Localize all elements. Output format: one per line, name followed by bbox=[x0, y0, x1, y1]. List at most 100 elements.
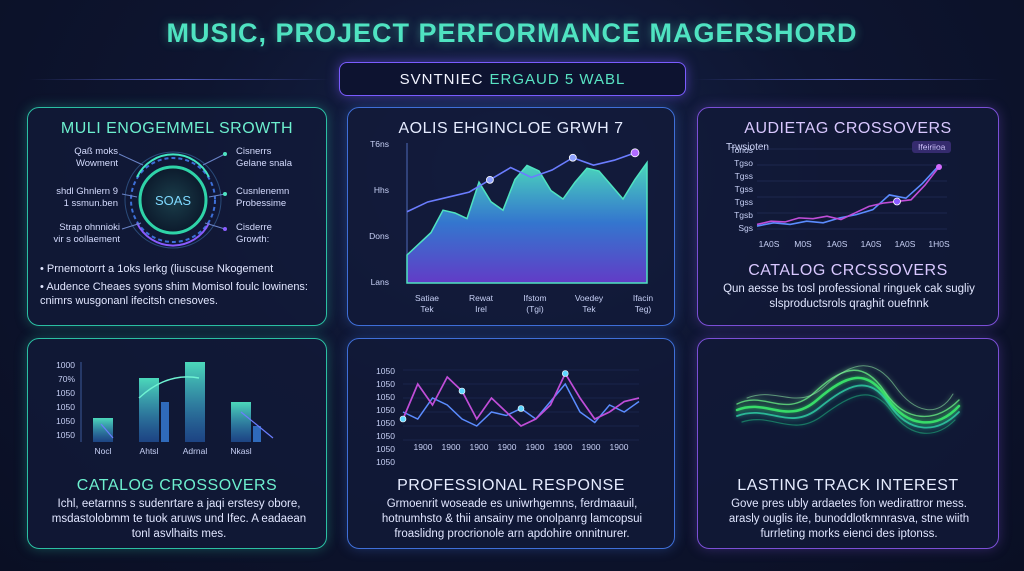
x-tick-label: M0S bbox=[794, 239, 812, 249]
x-tick-label: 1A0S bbox=[827, 239, 848, 249]
crossovers-chart: Tonos Tgso Tgss Tgss Tgss Tgsb Sgs 1A0S M0S 1A0S 1… bbox=[730, 145, 950, 249]
bullet-text: Prnemotorrt a 1oks lerkg (liuscuse Nkoge… bbox=[46, 263, 274, 275]
x-tick-label: Satiae bbox=[415, 293, 439, 303]
y-tick-label: Tgss bbox=[735, 171, 753, 181]
hub-core-ring bbox=[138, 165, 208, 235]
subtitle-text-b: ERGAUD 5 WABL bbox=[489, 70, 626, 88]
y-tick-label: 1050 bbox=[376, 418, 395, 428]
connector-line bbox=[208, 193, 226, 198]
bar bbox=[139, 378, 159, 442]
panel-title: PROFESSIONAL RESPONSE bbox=[397, 477, 625, 494]
bullet-item: • Prnemotorrt a 1oks lerkg (liuscuse Nko… bbox=[40, 263, 274, 275]
x-tick-label: Teg) bbox=[635, 304, 652, 314]
left-label-3: Strap ohnnioki vir s oollaement bbox=[53, 222, 120, 245]
x-tick-label: Irel bbox=[475, 304, 487, 314]
y-tick-label: Tonos bbox=[730, 145, 753, 155]
data-point bbox=[486, 175, 494, 184]
panel-body: Qun aesse bs tosl professional ringuek c… bbox=[723, 283, 975, 310]
x-tick-label: Nkasl bbox=[230, 446, 251, 456]
panel-professional-response: PROFESSIONAL RESPONSE Grmoenrit woseade … bbox=[347, 338, 675, 549]
y-tick-label: Tgss bbox=[735, 184, 753, 194]
header-divider-right bbox=[694, 79, 999, 80]
y-tick-label: Dons bbox=[369, 231, 389, 241]
y-tick-label: 1050 bbox=[56, 388, 75, 398]
y-tick-label: 1050 bbox=[56, 416, 75, 426]
x-tick-label: 1900 bbox=[610, 442, 629, 452]
wave-visual bbox=[735, 365, 961, 434]
right-label-2: Cusnlenemn Probessime bbox=[236, 186, 290, 209]
hub-arc-top bbox=[136, 153, 210, 178]
data-point bbox=[568, 153, 577, 162]
x-tick-label: 1H0S bbox=[928, 239, 950, 249]
wave-line bbox=[741, 394, 956, 434]
subtitle-pill: SVNTNIEC ERGAUD 5 WABL bbox=[339, 62, 686, 96]
catalog-bar-chart: 1000 70% 1050 1050 1050 1050 Nocl Ahtsl Adrnal Nk… bbox=[56, 360, 274, 456]
bar-secondary bbox=[253, 426, 261, 442]
panel-title: CATALOG CROSSOVERS bbox=[76, 477, 278, 494]
data-point bbox=[561, 370, 569, 377]
hub-arc-bottom bbox=[136, 222, 210, 247]
series-area bbox=[406, 160, 648, 284]
panel-body: Ichl, eetarnns s sudenrtare a jaqi erste… bbox=[51, 498, 307, 540]
bar bbox=[93, 418, 113, 442]
panel-body: Grmoenrit woseade es uniwrhgemns, ferdma… bbox=[381, 498, 643, 540]
left-label-1: Qaß moks Wowment bbox=[74, 146, 118, 169]
bullet-item: • Audence Cheaes syons shim Momisol foul… bbox=[40, 281, 308, 307]
header-divider-left bbox=[30, 79, 330, 80]
y-tick-label: 1050 bbox=[376, 379, 395, 389]
x-tick-label: Tek bbox=[582, 304, 596, 314]
connector-line bbox=[204, 222, 226, 230]
y-tick-label: Hhs bbox=[374, 185, 389, 195]
right-label-3: Cisderre Growth: bbox=[236, 222, 272, 245]
series-line bbox=[406, 152, 636, 213]
audience-growth-chart: T6nsHhsDonsLansSatiaeTekRewatIrelIfstom(… bbox=[369, 139, 653, 314]
x-tick-label: Nocl bbox=[94, 446, 111, 456]
wave-line bbox=[735, 376, 961, 424]
wave-line bbox=[736, 384, 960, 429]
bar bbox=[185, 362, 205, 442]
x-tick-label: 1900 bbox=[442, 442, 461, 452]
y-tick-label: Lans bbox=[371, 277, 389, 287]
y-tick-label: Sgs bbox=[738, 223, 753, 233]
panel-title: LASTING TRACK INTEREST bbox=[737, 477, 959, 494]
x-tick-label: (Tgi) bbox=[526, 304, 544, 314]
y-tick-label: 1050 bbox=[376, 405, 395, 415]
y-tick-label: 1050 bbox=[56, 430, 75, 440]
panel-catalog-crossovers: CATALOG CROSSOVERS Ichl, eetarnns s sude… bbox=[27, 338, 327, 549]
x-tick-label: Rewat bbox=[469, 293, 494, 303]
data-point bbox=[517, 405, 525, 412]
series-line bbox=[402, 371, 640, 428]
x-tick-label: 1900 bbox=[414, 442, 433, 452]
y-tick-label: T6ns bbox=[370, 139, 389, 149]
x-tick-label: 1900 bbox=[582, 442, 601, 452]
x-tick-label: 1900 bbox=[526, 442, 545, 452]
hub-outer-ring bbox=[124, 151, 222, 249]
hub-dash-ring bbox=[130, 157, 216, 243]
response-line-chart: 1050 1050 1050 1050 1050 1050 1050 1050 1900 1900… bbox=[376, 366, 640, 467]
series-line bbox=[402, 382, 640, 427]
panel-title: AOLIS EHGINCLOE GRWH 7 bbox=[398, 120, 624, 137]
y-tick-label: 1050 bbox=[56, 402, 75, 412]
data-point bbox=[458, 387, 466, 395]
left-label-2: shdl Ghnlern 9 1 ssmun.ben bbox=[56, 186, 118, 209]
x-tick-label: Voedey bbox=[575, 293, 604, 303]
x-tick-label: Ahtsl bbox=[140, 446, 159, 456]
data-point bbox=[893, 197, 901, 206]
connector-dot bbox=[223, 227, 227, 231]
data-point bbox=[936, 164, 942, 171]
panel-lasting-interest: LASTING TRACK INTEREST Gove pres ubly ar… bbox=[697, 338, 999, 549]
connector-line bbox=[121, 222, 142, 230]
hub-diagram: SOAS bbox=[118, 151, 227, 249]
y-tick-label: 1050 bbox=[376, 457, 395, 467]
corner-label: Trwsioten bbox=[726, 142, 769, 153]
connector-line bbox=[121, 193, 138, 198]
y-tick-label: Tgsb bbox=[734, 210, 753, 220]
trend-line bbox=[100, 411, 274, 439]
x-tick-label: 1900 bbox=[470, 442, 489, 452]
y-tick-label: 1000 bbox=[56, 360, 75, 370]
connector-line bbox=[118, 153, 144, 166]
panel-engagement-growth: MULI ENOGEMMEL SROWTH bbox=[27, 107, 327, 326]
trend-arc bbox=[138, 376, 200, 399]
series-line bbox=[756, 166, 940, 226]
connector-dot bbox=[223, 192, 227, 196]
